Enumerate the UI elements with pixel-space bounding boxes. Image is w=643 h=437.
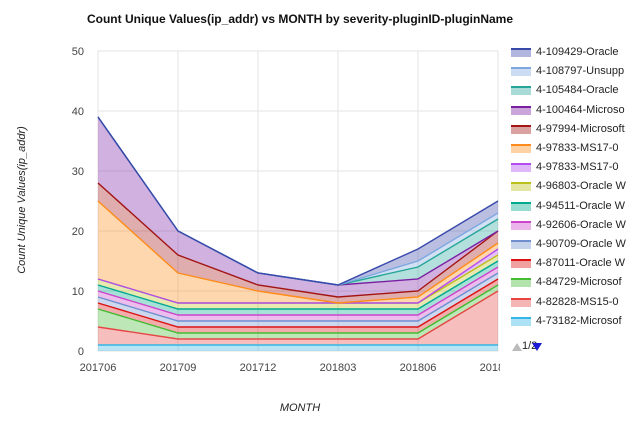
legend-swatch <box>511 201 531 211</box>
series-line <box>97 260 499 310</box>
legend-label: 4-94511-Oracle W <box>536 199 626 212</box>
chart-plot: 0 10 20 30 40 50 201706 201709 201712 201803 20180… <box>72 46 500 374</box>
series-area <box>98 183 498 303</box>
legend-label: 4-92606-Oracle W <box>536 218 626 231</box>
x-axis-label: MONTH <box>279 402 321 414</box>
legend-label: 4-90709-Oracle W <box>536 238 626 250</box>
legend-prev-page-icon[interactable] <box>512 343 522 351</box>
x-tick-label: 201709 <box>160 362 197 374</box>
legend-swatch <box>511 105 531 115</box>
series-area <box>98 291 498 345</box>
legend-label: 4-87011-Oracle W <box>536 257 626 270</box>
axis-ticks: 0 10 20 30 40 50 201706 201709 201712 201803 20180… <box>72 46 500 374</box>
grid-lines <box>97 50 499 352</box>
legend: 4-109429-Oracle 4-108797-Unsupp 4-105484-O… <box>508 46 643 336</box>
y-tick-label: 30 <box>72 166 84 178</box>
legend-swatch <box>511 240 531 249</box>
legend-swatch <box>511 86 531 96</box>
legend-label: 4-97994-Microsoft <box>536 122 625 135</box>
legend-label: 4-100464-Microso <box>536 103 625 116</box>
legend-swatch <box>511 316 531 326</box>
legend-swatch <box>511 67 531 77</box>
series-line <box>97 116 499 286</box>
y-tick-label: 20 <box>72 226 84 238</box>
legend-label: 4-84729-Microsof <box>536 276 622 289</box>
series-area <box>98 117 498 297</box>
y-tick-label: 10 <box>72 286 84 298</box>
x-tick-label: 201706 <box>80 362 117 374</box>
y-tick-label: 0 <box>78 346 84 358</box>
x-tick-label: 201712 <box>240 362 277 374</box>
legend-swatch <box>511 220 531 230</box>
series-line <box>97 182 499 298</box>
legend-label: 4-109429-Oracle <box>536 46 619 58</box>
chart-title: Count Unique Values(ip_addr) vs MONTH by… <box>86 12 514 26</box>
series-line <box>97 290 499 340</box>
legend-next-page-icon[interactable] <box>532 343 542 351</box>
legend-label: 4-97833-MS17-0 <box>536 142 619 154</box>
series-line <box>97 248 499 304</box>
legend-label: 4-96803-Oracle W <box>536 180 626 193</box>
series-line <box>97 278 499 328</box>
legend-swatch <box>511 124 531 134</box>
x-tick-label: 201808 <box>480 362 500 374</box>
legend-swatch <box>511 48 531 57</box>
x-tick-label: 201803 <box>320 362 357 374</box>
series-line <box>97 200 499 304</box>
legend-swatch <box>511 259 531 269</box>
area-series <box>98 117 498 351</box>
x-tick-label: 201806 <box>400 362 437 374</box>
legend-swatch <box>511 144 531 153</box>
series-line <box>97 272 499 322</box>
legend-swatch <box>511 182 531 192</box>
legend-swatch <box>511 163 531 173</box>
legend-label: 4-73182-Microsof <box>536 314 622 327</box>
series-area <box>98 345 498 351</box>
legend-label: 4-105484-Oracle <box>536 84 619 97</box>
y-tick-label: 40 <box>72 106 84 118</box>
series-line <box>97 266 499 316</box>
legend-label: 4-108797-Unsupp <box>536 65 625 78</box>
legend-label: 4-97833-MS17-0 <box>536 161 619 174</box>
legend-swatch <box>511 297 531 307</box>
y-tick-label: 50 <box>72 46 84 58</box>
legend-label: 4-82828-MS15-0 <box>536 295 619 308</box>
series-lines <box>97 116 499 346</box>
legend-swatch <box>511 278 531 288</box>
series-line <box>97 284 499 334</box>
